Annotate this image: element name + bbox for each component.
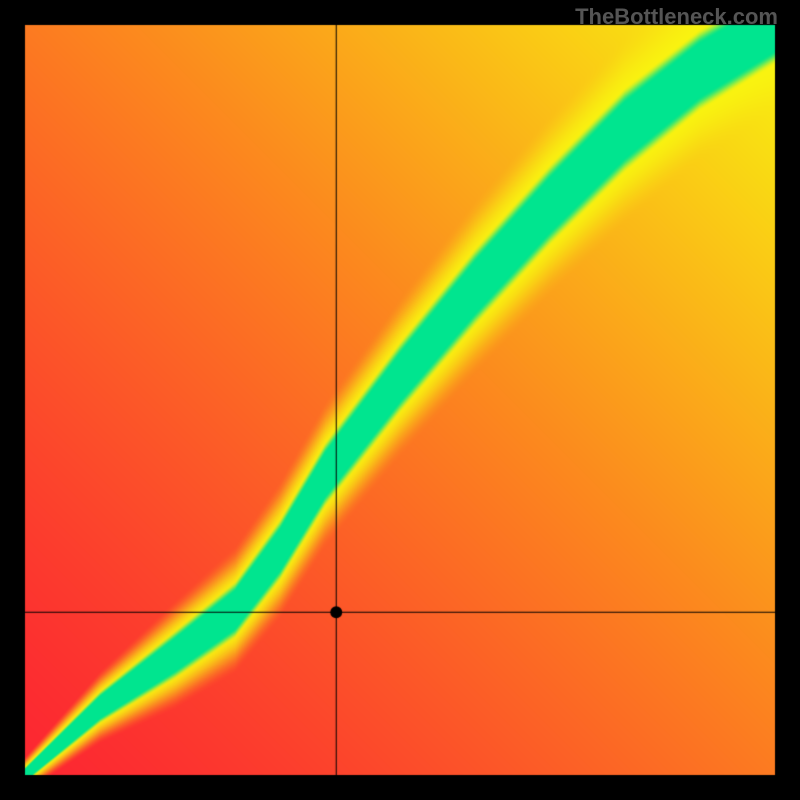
chart-container: TheBottleneck.com [0, 0, 800, 800]
heatmap-canvas [0, 0, 800, 800]
watermark-text: TheBottleneck.com [575, 4, 778, 30]
